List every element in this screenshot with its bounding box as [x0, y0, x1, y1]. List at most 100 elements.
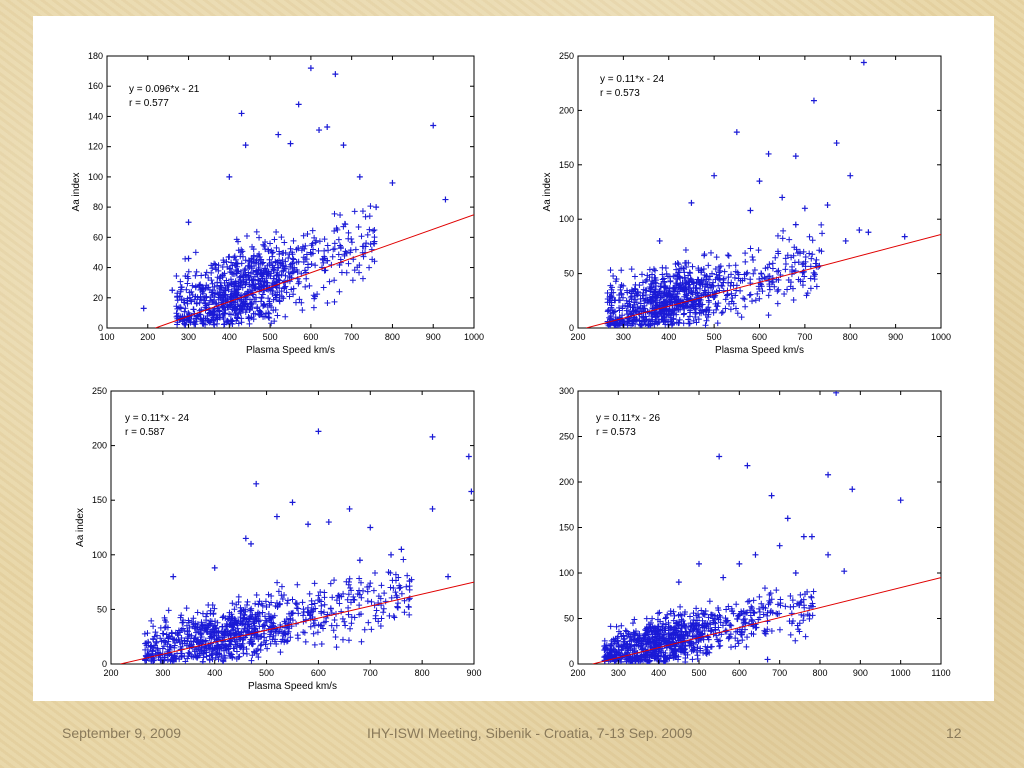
data-point: [140, 305, 147, 312]
data-point: [302, 638, 309, 645]
data-point: [642, 641, 649, 648]
x-tick-label: 1000: [931, 332, 951, 342]
data-point: [347, 247, 354, 254]
data-point: [740, 617, 747, 624]
data-point: [232, 290, 239, 297]
data-point: [335, 251, 342, 258]
data-point: [273, 513, 280, 520]
data-point: [380, 605, 387, 612]
data-point: [231, 271, 238, 278]
data-point: [338, 269, 345, 276]
data-point: [391, 614, 398, 621]
y-tick-label: 150: [92, 495, 107, 505]
data-point: [808, 602, 815, 609]
data-point: [248, 277, 255, 284]
data-point: [689, 656, 696, 663]
data-point: [274, 604, 281, 611]
data-point: [300, 612, 307, 619]
data-point: [780, 227, 787, 234]
data-point: [367, 203, 374, 210]
data-point: [250, 616, 257, 623]
data-point: [255, 280, 262, 287]
data-point: [747, 207, 754, 214]
data-point: [716, 276, 723, 283]
data-point: [609, 294, 616, 301]
data-point: [220, 310, 227, 317]
scatter-chart-2: 200 300 400 500 600 700 800 900 1000 0 50 100 150 200…: [542, 51, 951, 356]
data-point: [317, 589, 324, 596]
data-point: [397, 584, 404, 591]
data-point: [220, 257, 227, 264]
data-point: [202, 285, 209, 292]
data-point: [250, 269, 257, 276]
data-point: [636, 631, 643, 638]
data-point: [189, 292, 196, 299]
data-point: [349, 277, 356, 284]
data-point: [696, 614, 703, 621]
y-tick-label: 100: [559, 568, 574, 578]
data-point: [401, 597, 408, 604]
data-point: [219, 274, 226, 281]
data-point: [680, 311, 687, 318]
x-tick-label: 100: [99, 332, 114, 342]
data-point: [211, 629, 218, 636]
data-point: [246, 320, 253, 327]
data-point: [731, 274, 738, 281]
data-point: [329, 253, 336, 260]
data-point: [215, 307, 222, 314]
data-point: [728, 622, 735, 629]
data-point: [179, 619, 186, 626]
data-point: [678, 649, 685, 656]
data-point: [186, 643, 193, 650]
data-point: [356, 602, 363, 609]
x-tick-label: 900: [426, 332, 441, 342]
data-point: [148, 617, 155, 624]
data-point: [810, 588, 817, 595]
data-point: [196, 652, 203, 659]
data-point: [629, 653, 636, 660]
data-point: [262, 617, 269, 624]
data-point: [284, 600, 291, 607]
data-point: [231, 645, 238, 652]
data-point: [242, 309, 249, 316]
data-point: [659, 634, 666, 641]
data-point: [759, 604, 766, 611]
data-point: [629, 620, 636, 627]
data-point: [765, 292, 772, 299]
data-point: [686, 320, 693, 327]
data-point: [215, 643, 222, 650]
data-point: [246, 623, 253, 630]
data-point: [345, 604, 352, 611]
data-point: [784, 286, 791, 293]
data-point: [673, 266, 680, 273]
data-point: [235, 593, 242, 600]
x-axis-label: Plasma Speed km/s: [246, 345, 335, 356]
x-tick-label: 400: [651, 668, 666, 678]
data-point: [637, 322, 644, 328]
data-point: [626, 301, 633, 308]
data-point: [231, 606, 238, 613]
data-point: [356, 587, 363, 594]
data-point: [602, 644, 609, 651]
data-point: [685, 320, 692, 327]
data-point: [231, 253, 238, 260]
data-point: [738, 314, 745, 321]
data-point: [310, 630, 317, 637]
data-point: [219, 614, 226, 621]
data-point: [273, 625, 280, 632]
data-point: [361, 626, 368, 633]
data-point: [468, 488, 474, 495]
data-point: [744, 598, 751, 605]
data-point: [267, 615, 274, 622]
data-point: [282, 313, 289, 320]
data-point: [256, 234, 263, 241]
y-axis-label: Aa index: [542, 173, 553, 212]
data-point: [663, 621, 670, 628]
data-point: [207, 621, 214, 628]
data-point: [331, 577, 338, 584]
data-point: [223, 258, 230, 265]
data-point: [693, 639, 700, 646]
data-point: [222, 298, 229, 305]
data-point: [381, 590, 388, 597]
data-point: [741, 296, 748, 303]
